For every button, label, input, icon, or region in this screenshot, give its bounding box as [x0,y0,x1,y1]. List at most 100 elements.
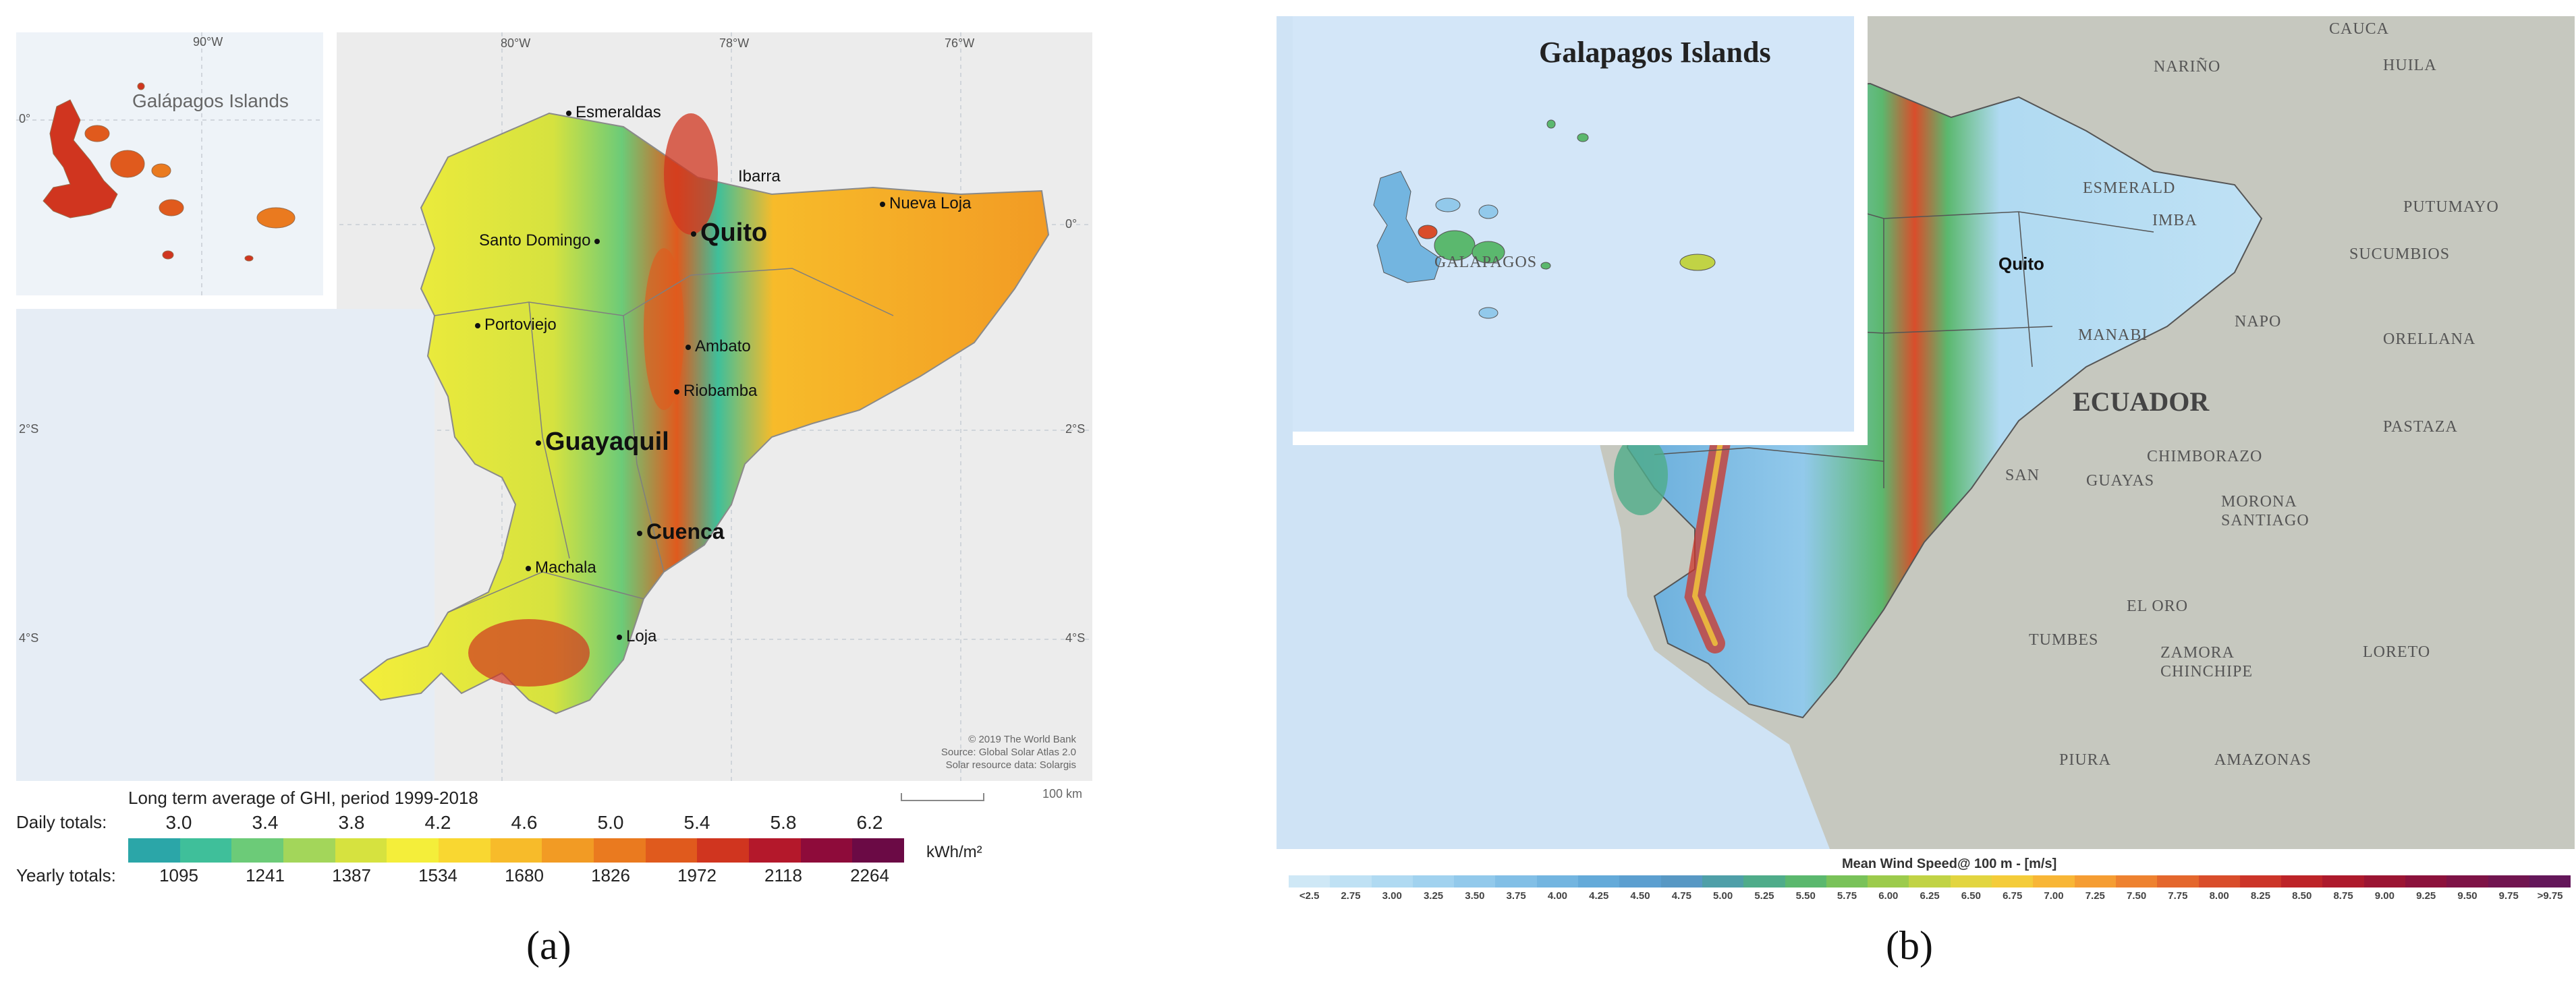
legend-color-swatch [231,838,284,863]
wind-tick-label: 8.25 [2250,890,2271,902]
coastal-wind-area [1614,434,1668,515]
legend-color-swatch [542,838,594,863]
city-name: Esmeraldas [576,103,661,121]
legend-unit: kWh/m² [926,843,982,861]
region-label: IMBA [2152,212,2197,229]
yearly-value-label: 1241 [246,865,285,885]
region-label: ESMERALD [2083,179,2176,197]
city-dot [617,634,622,640]
daily-value-label: 5.0 [597,812,624,833]
legend-color-swatch [2033,875,2075,887]
wind-tick-label: 5.25 [1754,890,1774,902]
legend-title: Long term average of GHI, period 1999-20… [128,788,478,808]
region-label: MORONA SANTIAGO [2221,493,2309,529]
legend-color-swatch [1826,875,1868,887]
galapagos-inset-graphic [1373,119,1716,319]
region-label: LORETO [2363,643,2431,661]
city-name: Ambato [695,337,751,355]
legend-color-swatch [179,838,232,863]
credit-line: Source: Global Solar Atlas 2.0 [941,747,1076,758]
ocean [16,309,435,781]
daily-value-label: 5.8 [770,812,797,833]
city-name: Quito [700,219,768,247]
legend-color-swatch [800,838,853,863]
daily-value-label: 4.6 [511,812,538,833]
city-name: Riobamba [683,382,758,400]
city-dot [637,530,642,536]
yearly-value-label: 1387 [332,865,371,885]
daily-totals-label: Daily totals: [16,812,107,832]
wind-tick-label: <2.5 [1299,890,1320,902]
wind-tick-label: 4.50 [1630,890,1650,902]
daily-value-label: 3.8 [338,812,365,833]
region-label: PUTUMAYO [2403,198,2499,216]
legend-color-swatch [1371,875,1413,887]
country-label: ECUADOR [2073,386,2210,417]
legend-color-swatch [1909,875,1951,887]
region-label: ZAMORA CHINCHIPE [2160,644,2253,680]
wind-tick-label: 3.00 [1382,890,1402,902]
latitude-label: 4°S [1065,631,1086,645]
legend-color-swatch [2363,875,2406,887]
legend-color-swatch [1412,875,1455,887]
city-dot [526,565,531,571]
wind-tick-label: 5.75 [1837,890,1857,902]
credit-line: © 2019 The World Bank [968,734,1076,745]
legend-title: Mean Wind Speed@ 100 m - [m/s] [1842,856,2057,871]
legend-color-swatch [1743,875,1785,887]
region-label: SUCUMBIOS [2349,245,2451,263]
panel-label-a: (a) [526,923,571,968]
wind-tick-label: 2.75 [1341,890,1361,902]
region-label: EL ORO [2127,598,2189,615]
daily-value-label: 5.4 [683,812,710,833]
wind-tick-label: 8.75 [2333,890,2353,902]
wind-tick-label: 5.50 [1795,890,1816,902]
wind-tick-label: 4.75 [1671,890,1691,902]
legend-color-swatch [645,838,698,863]
legend-color-swatch [1330,875,1372,887]
legend-color-swatch [1536,875,1579,887]
wind-color-scale [1289,875,2571,887]
solar-ghi-map-panel: Galápagos Islands 90°W 0° 80°W 78°W 76°W… [0,0,1107,990]
ghi-hotspot [468,619,590,687]
panel-label-b: (b) [1886,923,1933,968]
inset-latitude-label: 0° [19,112,31,125]
city-label: Loja [617,627,656,646]
legend-color-swatch [1495,875,1537,887]
yearly-value-label: 1680 [505,865,544,885]
longitude-label: 76°W [945,36,975,50]
legend-color-swatch [1950,875,1992,887]
wind-tick-label: 4.25 [1589,890,1609,902]
region-label: PIURA [2059,751,2112,769]
latitude-label: 0° [1065,217,1077,231]
legend-color-swatch [2115,875,2158,887]
legend-color-swatch [2157,875,2199,887]
wind-tick-label: 6.00 [1878,890,1899,902]
city-name: Loja [626,627,657,645]
region-label: NAPO [2235,313,2282,330]
city-dot [880,201,885,207]
region-label: AMAZONAS [2214,751,2312,769]
ghi-color-scale [128,838,905,863]
legend-color-swatch [490,838,542,863]
region-label: HUILA [2383,57,2437,74]
city-label: Ambato [685,337,751,356]
legend-color-swatch [2446,875,2488,887]
legend-color-swatch [697,838,750,863]
city-name: Cuenca [646,519,725,544]
region-label: PASTAZA [2383,418,2458,436]
legend-color-swatch [2281,875,2323,887]
city-dot [594,238,600,244]
wind-tick-label: 7.75 [2168,890,2188,902]
city-dot [674,388,679,395]
daily-value-label: 6.2 [856,812,883,833]
legend-color-swatch [439,838,491,863]
wind-tick-label: 7.00 [2044,890,2064,902]
legend-color-swatch [1785,875,1826,887]
wind-tick-label: 3.25 [1423,890,1444,902]
longitude-label: 80°W [501,36,531,50]
city-label: Portoviejo [475,316,557,334]
city-name: Guayaquil [545,428,669,456]
yearly-totals-label: Yearly totals: [16,865,116,885]
legend-color-swatch [1660,875,1702,887]
